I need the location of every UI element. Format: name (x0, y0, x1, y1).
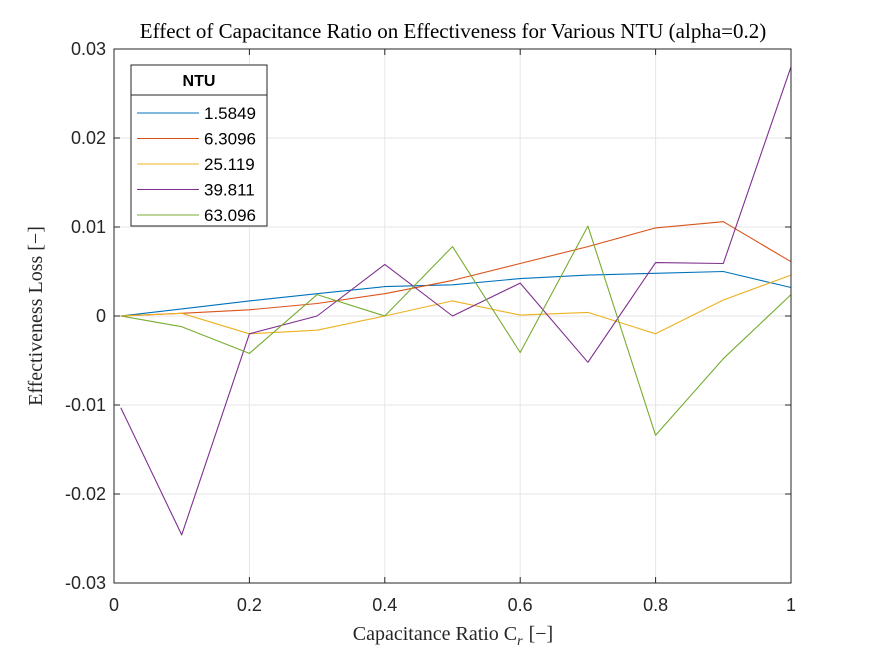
x-axis-label-unit: [−] (529, 623, 554, 645)
x-tick-label: 0.4 (372, 595, 397, 615)
y-tick-label: 0.03 (71, 39, 106, 59)
x-axis-label-main: Capacitance Ratio C (353, 623, 517, 645)
legend-title: NTU (183, 73, 216, 90)
x-tick-label: 0.6 (508, 595, 533, 615)
legend-label: 25.119 (204, 155, 255, 174)
y-tick-label: -0.02 (65, 484, 106, 504)
y-tick-label: -0.03 (65, 573, 106, 593)
legend-label: 6.3096 (204, 130, 256, 149)
series-line-25-119 (120, 274, 792, 335)
y-tick-label: 0.01 (71, 217, 106, 237)
legend: NTU 1.5849 6.3096 25.119 39.811 63.096 (130, 64, 268, 227)
series-line-1-5849 (120, 270, 792, 317)
series-line-39-811 (120, 66, 792, 536)
chart-title: Effect of Capacitance Ratio on Effective… (140, 19, 766, 43)
legend-entries: 1.5849 6.3096 25.119 39.811 63.096 (137, 104, 256, 225)
x-tick-label: 1 (786, 595, 796, 615)
legend-box (130, 64, 268, 227)
series-line-6-3096 (120, 221, 792, 317)
y-tick-label: -0.01 (65, 395, 106, 415)
x-tick-label: 0 (109, 595, 119, 615)
y-tick-label: 0 (96, 306, 106, 326)
y-tick-label: 0.02 (71, 128, 106, 148)
x-axis-label-subscript: r (517, 634, 523, 649)
legend-label: 1.5849 (204, 104, 256, 123)
x-axis-label: Capacitance Ratio Cr [−] (353, 623, 553, 649)
series-line-63-096 (120, 225, 792, 436)
x-tick-label: 0.2 (237, 595, 262, 615)
legend-label: 39.811 (204, 181, 255, 200)
y-axis-label: Effectiveness Loss [−] (25, 226, 47, 406)
x-tick-label: 0.8 (643, 595, 668, 615)
legend-label: 63.096 (204, 206, 256, 225)
series-layer (120, 66, 792, 536)
ticks: 0 0.2 0.4 0.6 0.8 1 -0.03 -0.02 -0.01 0 0.01 0.02 0.… (65, 39, 796, 615)
